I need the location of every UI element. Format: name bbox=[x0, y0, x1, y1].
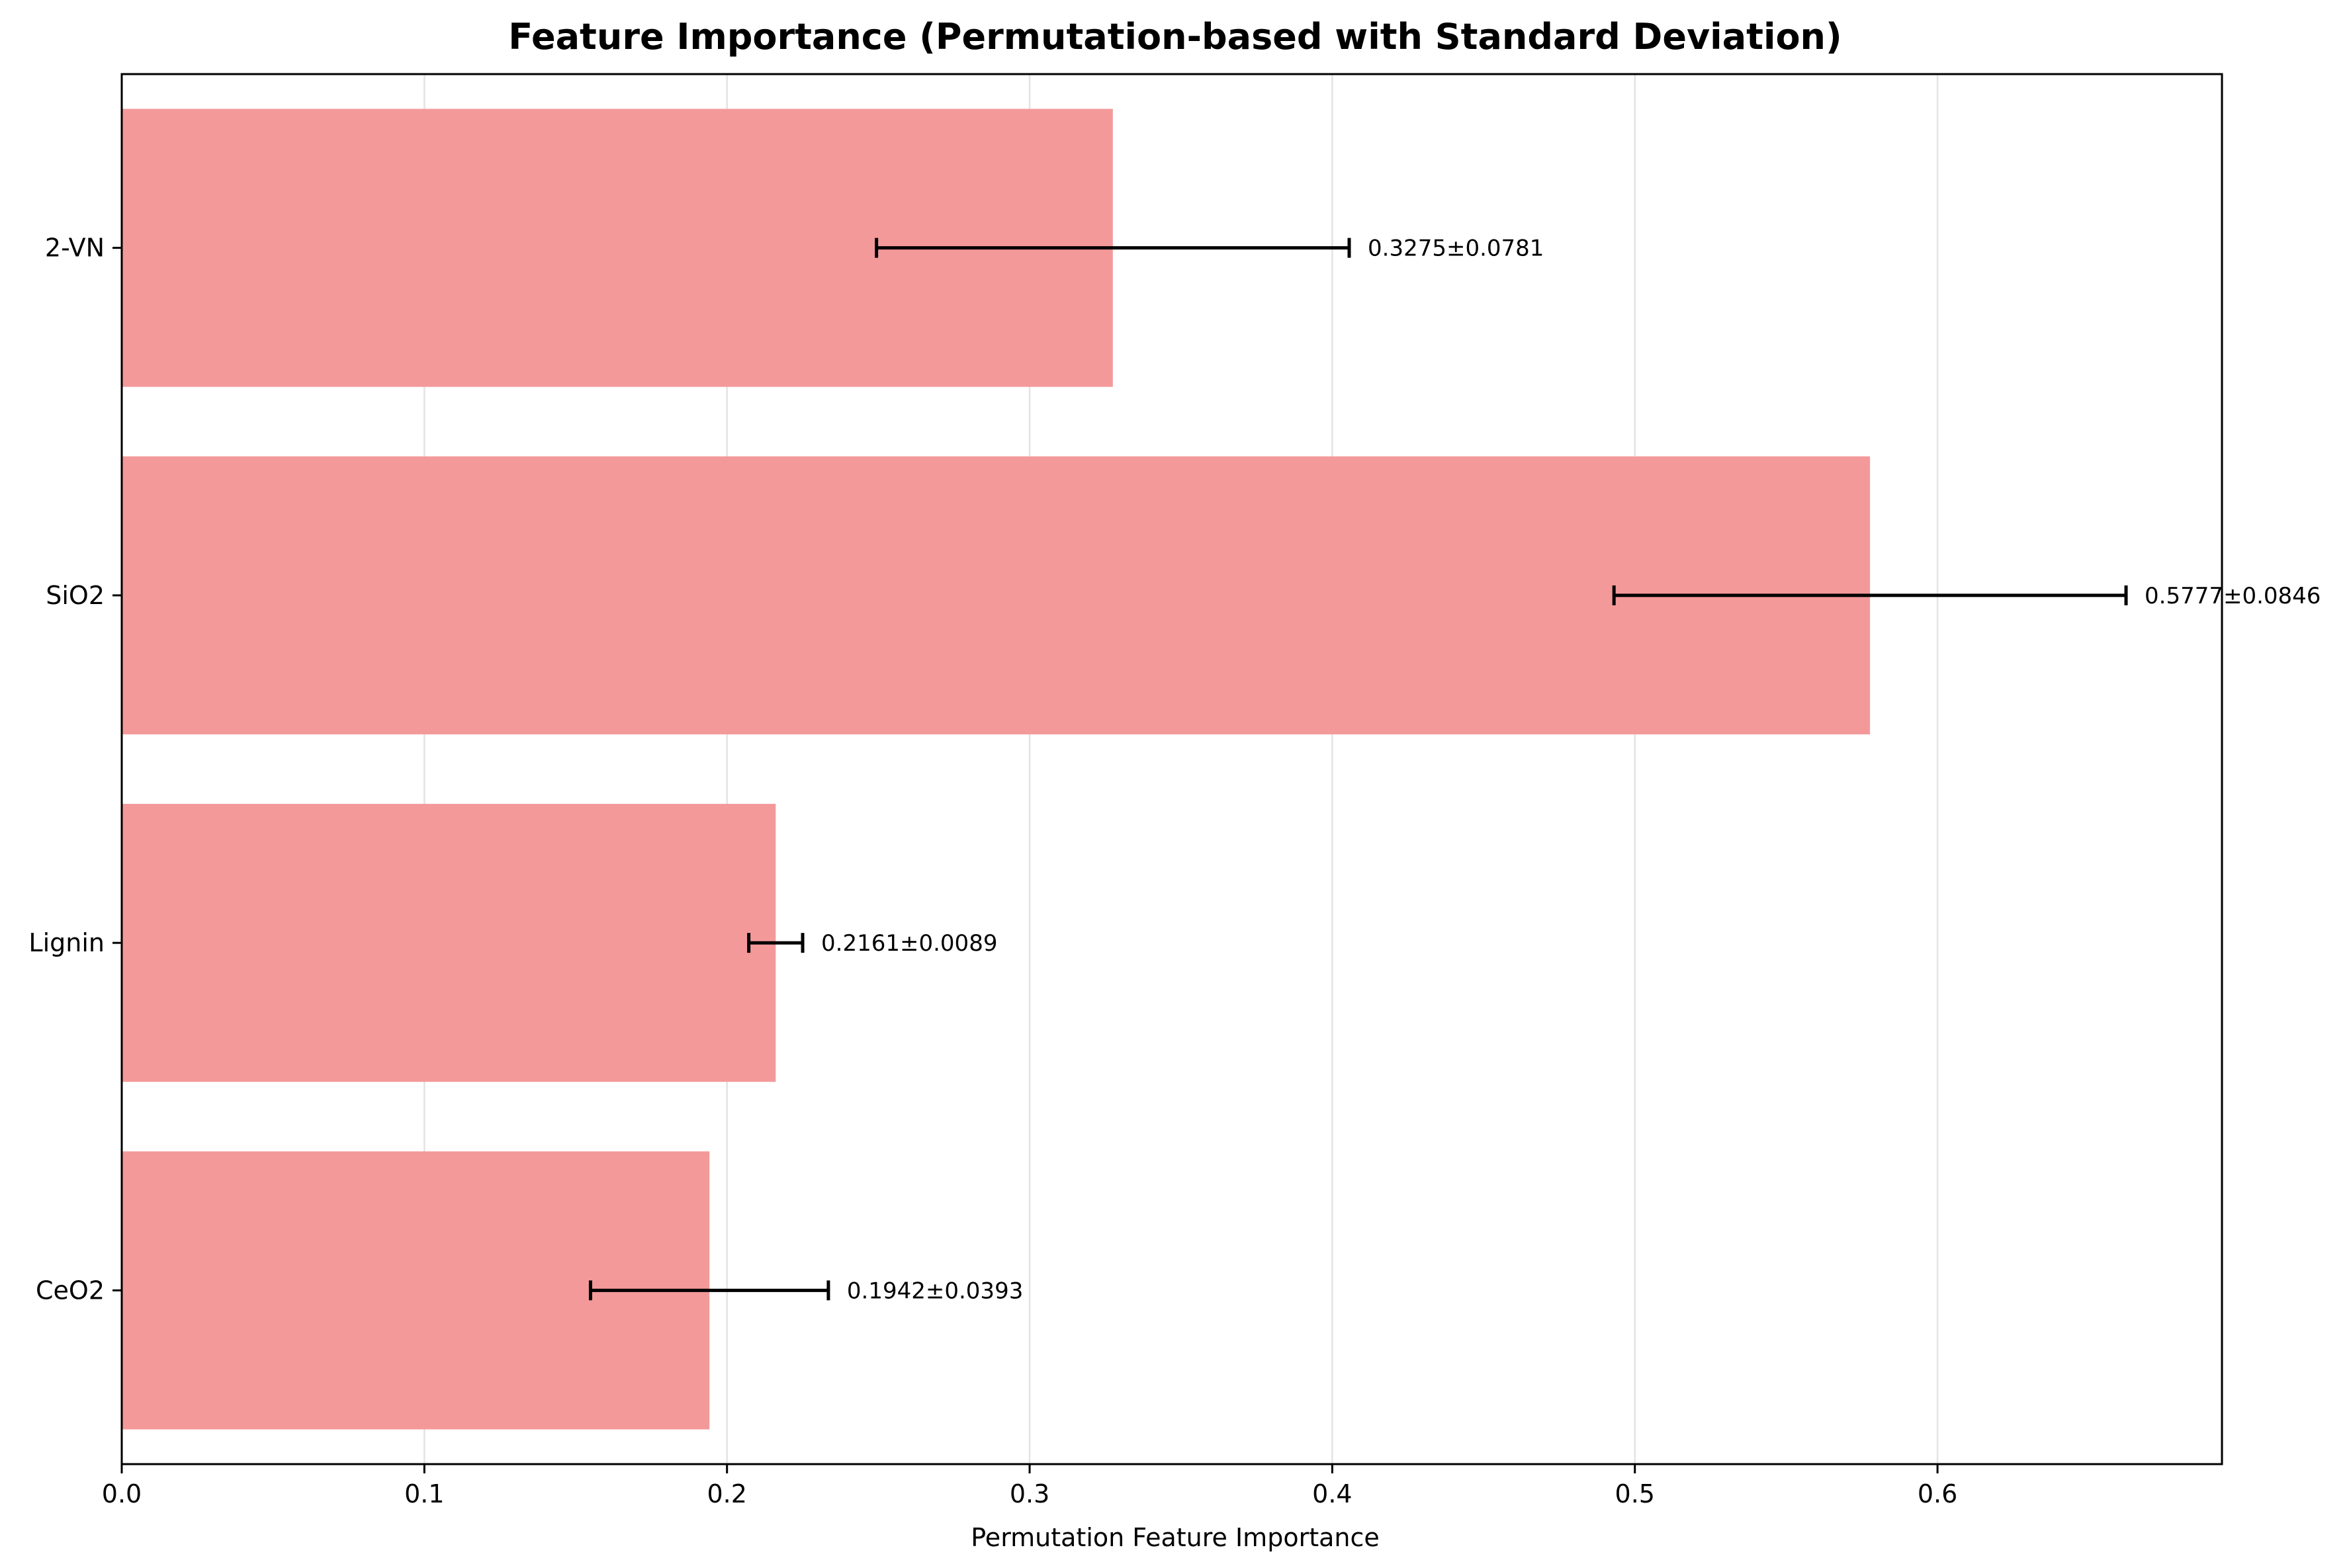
chart-title: Feature Importance (Permutation-based wi… bbox=[508, 16, 1841, 58]
x-tick-label: 0.4 bbox=[1312, 1479, 1352, 1508]
x-tick-label: 0.5 bbox=[1615, 1479, 1655, 1508]
value-label: 0.3275±0.0781 bbox=[1368, 236, 1544, 262]
x-tick-label: 0.6 bbox=[1918, 1479, 1957, 1508]
y-tick-label: Lignin bbox=[28, 928, 105, 957]
y-tick-label: 2-VN bbox=[45, 234, 105, 263]
plot-frame bbox=[120, 73, 2223, 1465]
y-axis: 2-VN SiO2 Lignin CeO2 bbox=[28, 234, 122, 1305]
error-bars bbox=[588, 238, 2128, 1301]
value-label: 0.2161±0.0089 bbox=[821, 930, 997, 957]
x-tick-label: 0.0 bbox=[102, 1479, 142, 1508]
bars bbox=[122, 109, 1871, 1430]
value-label: 0.1942±0.0393 bbox=[847, 1278, 1023, 1304]
x-axis: 0.0 0.1 0.2 0.3 0.4 0.5 0.6 bbox=[102, 1464, 1957, 1508]
value-labels: 0.3275±0.0781 0.5777±0.0846 0.2161±0.0089 0… bbox=[821, 236, 2321, 1305]
y-tick-label: SiO2 bbox=[46, 581, 105, 610]
y-tick-label: CeO2 bbox=[36, 1276, 105, 1305]
x-tick-label: 0.3 bbox=[1010, 1479, 1049, 1508]
value-label: 0.5777±0.0846 bbox=[2145, 583, 2321, 609]
bar bbox=[122, 804, 776, 1082]
x-tick-label: 0.2 bbox=[707, 1479, 746, 1508]
bar bbox=[122, 456, 1871, 734]
x-tick-label: 0.1 bbox=[404, 1479, 444, 1508]
x-axis-label: Permutation Feature Importance bbox=[971, 1523, 1379, 1552]
